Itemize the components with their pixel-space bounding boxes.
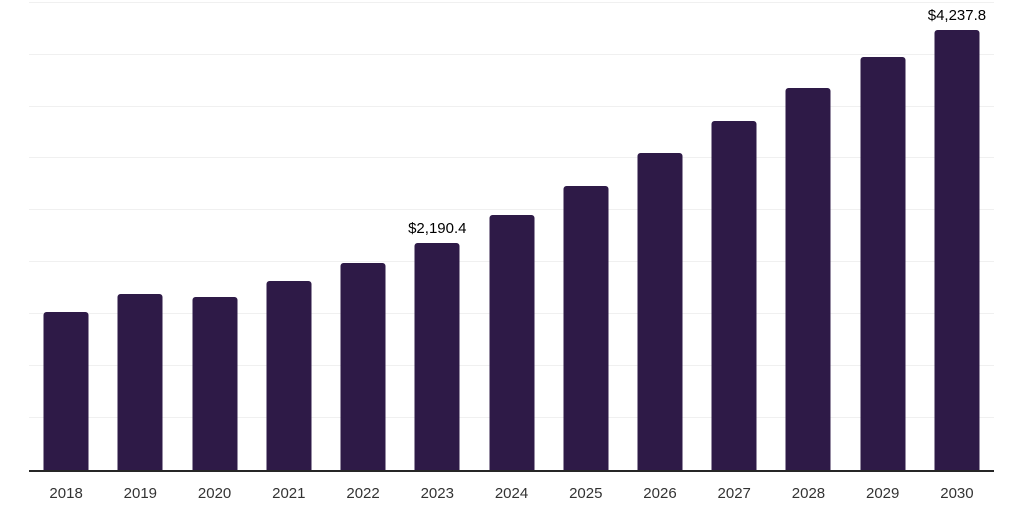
x-tick-label-2020: 2020: [197, 485, 232, 502]
bar-slot-2026: [623, 0, 697, 470]
gridline-4500: [29, 1, 994, 3]
bar-slot-2020: [177, 0, 251, 470]
bar-slot-2019: [103, 0, 177, 470]
bar-slot-2023: $2,190.4: [400, 0, 474, 470]
x-tick-label-2028: 2028: [791, 485, 826, 502]
bar-slot-2024: [474, 0, 548, 470]
x-tick-label-2018: 2018: [49, 485, 83, 502]
x-tick-label-2021: 2021: [272, 485, 306, 502]
bar-2028[interactable]: [785, 87, 831, 470]
bar-slot-2025: [549, 0, 623, 470]
x-tick-label-2019: 2019: [123, 485, 158, 502]
bar-slot-2022: [326, 0, 400, 470]
bar-2029[interactable]: [860, 56, 906, 470]
x-tick-label-2029: 2029: [866, 485, 900, 502]
bar-2022[interactable]: [340, 262, 386, 470]
x-tick-label-2026: 2026: [643, 485, 677, 502]
bar-2024[interactable]: [489, 214, 535, 470]
gridline-3000: [29, 157, 994, 159]
x-tick-label-2025: 2025: [569, 485, 603, 502]
bar-slot-2027: [697, 0, 771, 470]
bar-2023[interactable]: [414, 242, 460, 470]
x-tick-label-2027: 2027: [717, 485, 751, 502]
bar-2027[interactable]: [711, 121, 757, 470]
bar-2026[interactable]: [637, 152, 683, 470]
x-tick-label-2030: 2030: [940, 485, 974, 502]
x-tick-label-2023: 2023: [420, 485, 454, 502]
bar-value-label-2030: $4,237.8: [927, 6, 987, 24]
bar-value-label-2023: $2,190.4: [408, 219, 467, 237]
x-tick-label-2022: 2022: [346, 485, 380, 502]
bars-container: $2,190.4 $4,237.8: [29, 0, 994, 470]
bar-2025[interactable]: [563, 185, 609, 470]
bar-2021[interactable]: [266, 280, 312, 470]
bar-slot-2029: [846, 0, 920, 470]
bar-slot-2030: $4,237.8: [920, 0, 994, 470]
gridline-4000: [29, 53, 994, 55]
bar-2030[interactable]: [934, 29, 980, 470]
bar-2019[interactable]: [117, 294, 163, 470]
bar-slot-2028: [771, 0, 845, 470]
bar-slot-2018: [29, 0, 103, 470]
plot-area: $2,190.4 $4,237.8: [29, 0, 994, 472]
bar-2018[interactable]: [43, 311, 89, 470]
gridline-2500: [29, 209, 994, 211]
bar-2020[interactable]: [192, 297, 238, 470]
x-tick-label-2024: 2024: [494, 485, 529, 502]
bar-slot-2021: [252, 0, 326, 470]
gridline-3500: [29, 105, 994, 107]
x-axis-labels: 2018 2019 2020 2021 2022 2023 2024 2025 2026 2027…: [29, 472, 994, 512]
